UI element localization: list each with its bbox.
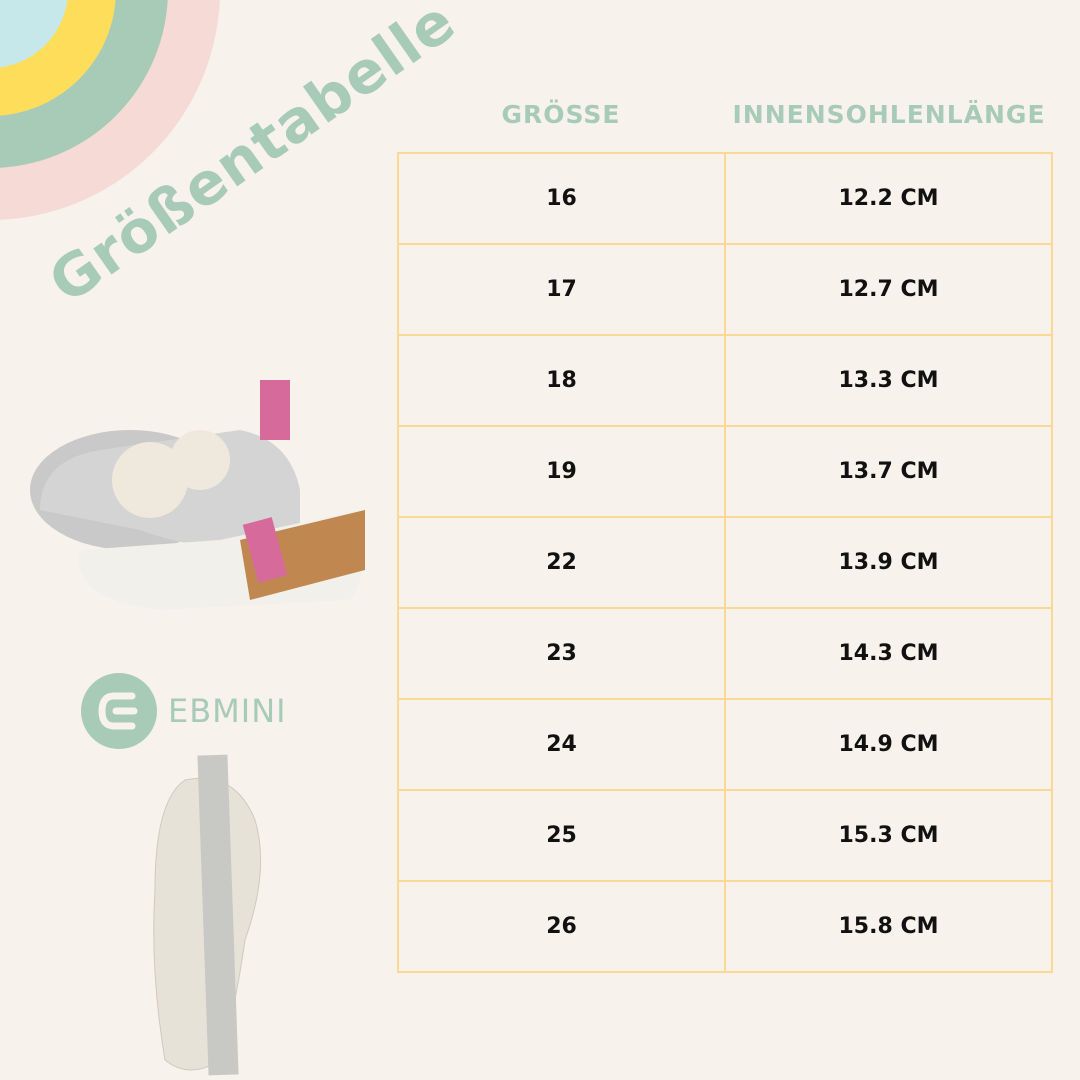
brand-logo-icon <box>81 673 157 749</box>
size-cell: 18 <box>397 334 726 427</box>
table-row: 26 15.8 CM <box>397 880 1053 973</box>
size-cell: 26 <box>397 880 726 973</box>
insole-length-cell: 15.8 CM <box>724 880 1053 973</box>
table-row: 17 12.7 CM <box>397 243 1053 336</box>
table-row: 23 14.3 CM <box>397 607 1053 700</box>
insole-length-cell: 12.7 CM <box>724 243 1053 336</box>
insole-length-cell: 13.9 CM <box>724 516 1053 609</box>
insole-length-cell: 13.7 CM <box>724 425 1053 518</box>
table-row: 24 14.9 CM <box>397 698 1053 791</box>
insole-length-cell: 12.2 CM <box>724 152 1053 245</box>
insole-length-cell: 14.3 CM <box>724 607 1053 700</box>
size-cell: 19 <box>397 425 726 518</box>
rainbow-decoration <box>0 0 220 220</box>
insole-length-cell: 14.9 CM <box>724 698 1053 791</box>
table-row: 18 13.3 CM <box>397 334 1053 427</box>
size-cell: 25 <box>397 789 726 882</box>
size-cell: 23 <box>397 607 726 700</box>
insole-length-cell: 13.3 CM <box>724 334 1053 427</box>
size-cell: 17 <box>397 243 726 336</box>
column-header-insole-length: INNENSOHLENLÄNGE <box>732 100 1046 129</box>
table-row: 25 15.3 CM <box>397 789 1053 882</box>
size-cell: 24 <box>397 698 726 791</box>
table-row: 22 13.9 CM <box>397 516 1053 609</box>
shoe-image <box>30 380 365 610</box>
column-header-size: GRÖSSE <box>501 100 621 129</box>
size-cell: 16 <box>397 152 726 245</box>
size-cell: 22 <box>397 516 726 609</box>
insole-length-cell: 15.3 CM <box>724 789 1053 882</box>
brand-logo: EBMINI <box>80 672 287 750</box>
brand-name: EBMINI <box>168 692 287 730</box>
table-row: 16 12.2 CM <box>397 152 1053 245</box>
insole-with-ruler-image <box>153 754 262 1076</box>
size-table: 16 12.2 CM 17 12.7 CM 18 13.3 CM 19 13.7 CM 22 13… <box>397 152 1053 973</box>
table-row: 19 13.7 CM <box>397 425 1053 518</box>
